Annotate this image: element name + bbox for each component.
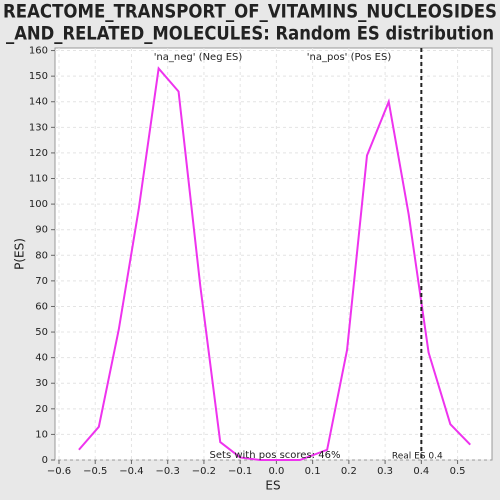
line [78,66,471,461]
y-tick-label: 50 [35,327,48,338]
x-tick-label: 0.4 [413,466,429,477]
y-tick-label: 40 [35,353,48,364]
x-tick-label: −0.6 [47,466,71,477]
plot-area [54,47,493,461]
x-tick-label: 0.1 [305,466,321,477]
y-tick-label: 100 [29,199,48,210]
annotation: 'na_neg' (Neg ES) [154,52,243,63]
y-tick-label: 130 [29,122,48,133]
y-tick-label: 110 [29,174,48,185]
x-tick-label: 0.2 [341,466,357,477]
y-tick-label: 20 [35,404,48,415]
y-tick-label: 0 [42,455,48,466]
real-es-label: Real ES 0.4 [392,452,443,462]
annotation: Sets with pos scores: 46% [210,450,341,461]
annotation: 'na_pos' (Pos ES) [307,52,392,63]
y-tick-label: 80 [35,250,48,261]
y-tick-label: 160 [29,46,48,57]
y-axis-label: P(ES) [13,238,27,270]
y-tick-label: 120 [29,148,48,159]
y-tick-label: 150 [29,71,48,82]
x-tick-label: 0.5 [450,466,466,477]
y-tick-label: 30 [35,378,48,389]
x-tick-label: 0.0 [268,466,284,477]
y-tick-label: 70 [35,276,48,287]
y-tick-label: 90 [35,225,48,236]
x-tick-label: 0.3 [377,466,393,477]
chart-title: REACTOME_TRANSPORT_OF_VITAMINS_NUCLEOSID… [3,1,497,23]
y-tick-label: 140 [29,97,48,108]
x-axis-label: ES [265,479,280,493]
x-tick-label: −0.4 [119,466,143,477]
y-tick-label: 10 [35,429,48,440]
x-tick-label: −0.2 [192,466,216,477]
y-tick-label: 60 [35,301,48,312]
x-tick-label: −0.3 [156,466,180,477]
x-tick-label: −0.1 [228,466,252,477]
chart-title: _AND_RELATED_MOLECULES: Random ES distri… [6,23,494,45]
x-tick-label: −0.5 [83,466,107,477]
